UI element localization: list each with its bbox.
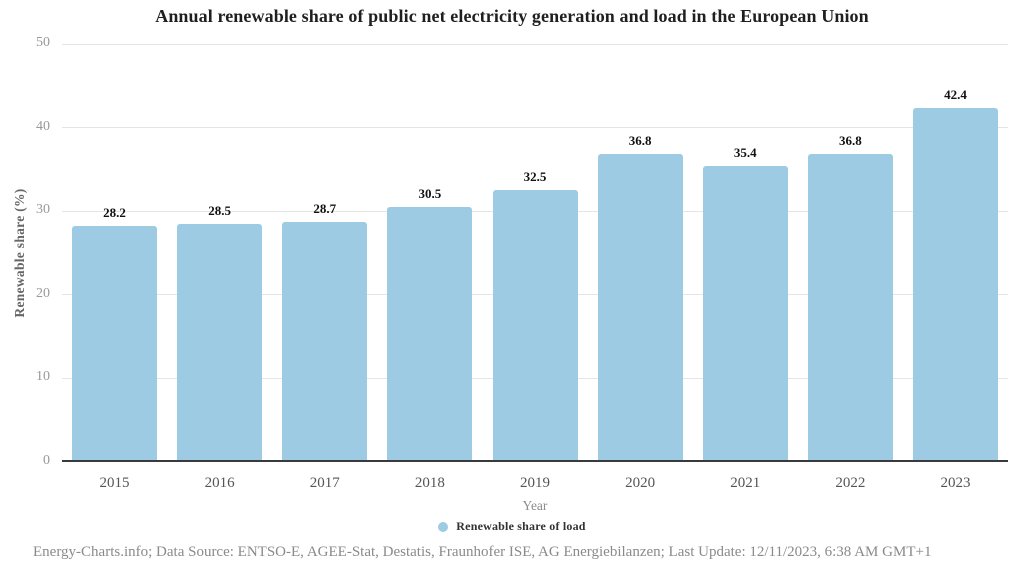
- bar[interactable]: [282, 222, 368, 462]
- y-tick-label: 20: [36, 285, 50, 301]
- gridline: [62, 43, 1008, 45]
- legend-circle-icon: [438, 521, 449, 532]
- bar-value-label: 32.5: [523, 169, 547, 185]
- bar-value-label: 28.5: [208, 202, 232, 218]
- bar[interactable]: [597, 154, 683, 462]
- x-tick-label: 2021: [730, 475, 761, 491]
- y-tick-label: 30: [36, 202, 50, 218]
- x-tick-label: 2020: [625, 475, 656, 491]
- gridline: [62, 127, 1008, 129]
- bar-value-label: 30.5: [418, 186, 442, 202]
- x-tick-label: 2023: [940, 475, 971, 491]
- bar-value-label: 42.4: [944, 86, 967, 102]
- bar-value-label: 28.7: [313, 201, 337, 217]
- bar-value-label: 36.8: [628, 133, 652, 149]
- bar[interactable]: [387, 207, 473, 462]
- plot-area: 28.2 28.5 28.7 30.5 32.5 36.8 35.4 36.8 42.4: [62, 43, 1008, 462]
- x-tick-label: 2015: [99, 475, 130, 491]
- y-tick-label: 10: [36, 369, 50, 385]
- bar[interactable]: [702, 166, 788, 462]
- bar[interactable]: [912, 107, 998, 462]
- chart-footer: Energy-Charts.info; Data Source: ENTSO-E…: [33, 544, 932, 560]
- y-axis-title: Renewable share (%): [12, 188, 27, 318]
- legend[interactable]: Renewable share of load: [0, 519, 1024, 534]
- bar-value-label: 28.2: [103, 205, 126, 221]
- chart-title: Annual renewable share of public net ele…: [155, 6, 869, 26]
- bar[interactable]: [807, 154, 893, 462]
- x-tick-label: 2016: [204, 475, 235, 491]
- x-axis-title: Year: [522, 498, 548, 513]
- bar[interactable]: [177, 223, 263, 462]
- y-tick-label: 40: [36, 118, 50, 134]
- x-tick-label: 2017: [309, 475, 340, 491]
- bar[interactable]: [492, 190, 578, 462]
- bar-value-label: 36.8: [838, 133, 862, 149]
- x-tick-label: 2022: [835, 475, 866, 491]
- bar-value-label: 35.4: [733, 145, 757, 161]
- bar[interactable]: [72, 226, 158, 462]
- x-tick-label: 2018: [414, 475, 445, 491]
- legend-label: Renewable share of load: [456, 519, 586, 533]
- x-tick-label: 2019: [520, 475, 550, 491]
- y-tick-label: 50: [36, 35, 50, 50]
- y-tick-label: 0: [43, 453, 50, 468]
- x-axis-line: [62, 460, 1008, 462]
